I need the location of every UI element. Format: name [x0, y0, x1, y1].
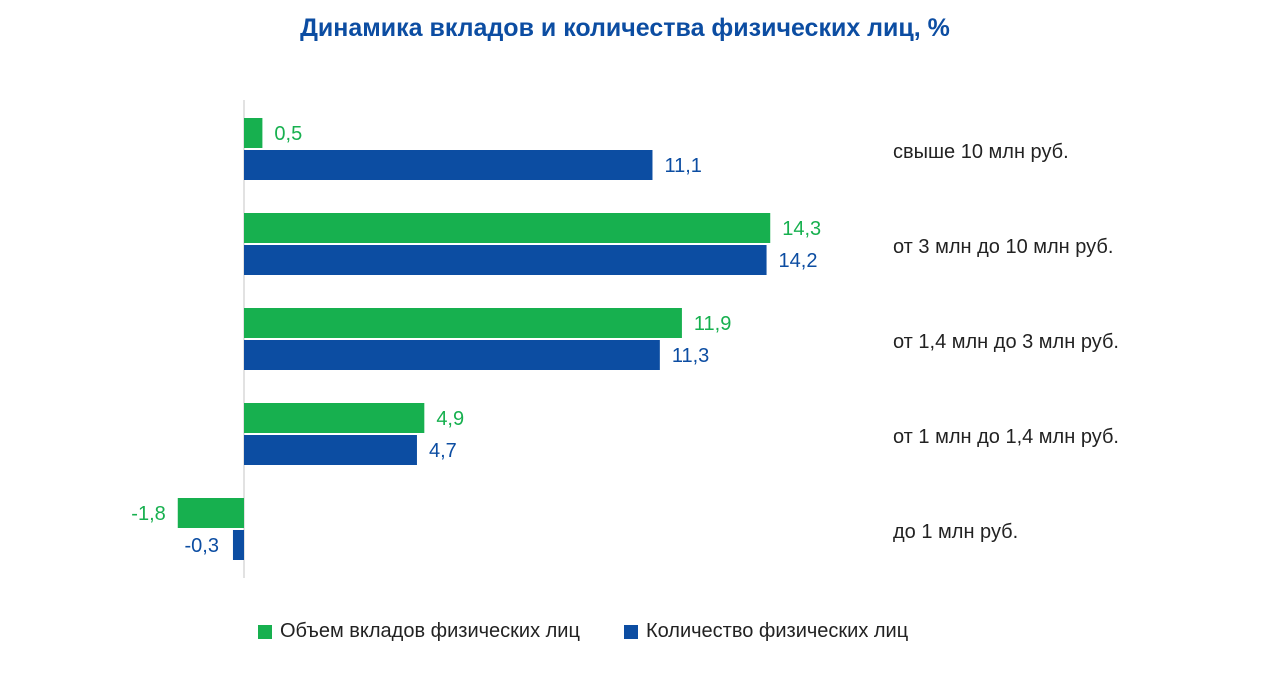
bar-count: [244, 340, 660, 370]
bar-volume: [244, 308, 682, 338]
data-label: -0,3: [184, 535, 218, 557]
legend-item-count: Количество физических лиц: [623, 620, 909, 643]
bar-volume: [244, 118, 263, 148]
data-label: 14,2: [779, 250, 818, 272]
data-label: -1,8: [131, 503, 165, 525]
legend-label-count: Количество физических лиц: [645, 620, 909, 642]
bar-count: [244, 245, 767, 275]
bar-count: [232, 530, 244, 560]
legend-swatch-count: [623, 624, 638, 639]
legend: Объем вкладов физических лиц Количество …: [258, 620, 908, 643]
category-label: от 1,4 млн до 3 млн руб.: [893, 331, 1119, 353]
legend-item-volume: Объем вкладов физических лиц: [258, 620, 580, 643]
data-label: 11,1: [664, 155, 701, 177]
category-label: до 1 млн руб.: [893, 521, 1018, 543]
category-label: от 1 млн до 1,4 млн руб.: [893, 426, 1119, 448]
bar-volume: [244, 213, 771, 243]
legend-label-volume: Объем вкладов физических лиц: [280, 620, 580, 642]
chart-title: Динамика вкладов и количества физических…: [300, 14, 950, 42]
bar-volume: [244, 403, 425, 433]
category-label: свыше 10 млн руб.: [893, 141, 1069, 163]
category-label: от 3 млн до 10 млн руб.: [893, 236, 1113, 258]
data-label: 4,7: [429, 440, 457, 462]
data-label: 0,5: [274, 123, 302, 145]
data-label: 11,9: [694, 313, 731, 335]
data-label: 14,3: [782, 218, 821, 240]
legend-swatch-volume: [258, 624, 272, 639]
data-label: 4,9: [436, 408, 464, 430]
bar-volume: [177, 498, 244, 528]
bar-count: [244, 435, 417, 465]
data-label: 11,3: [672, 345, 709, 367]
bar-count: [244, 150, 653, 180]
